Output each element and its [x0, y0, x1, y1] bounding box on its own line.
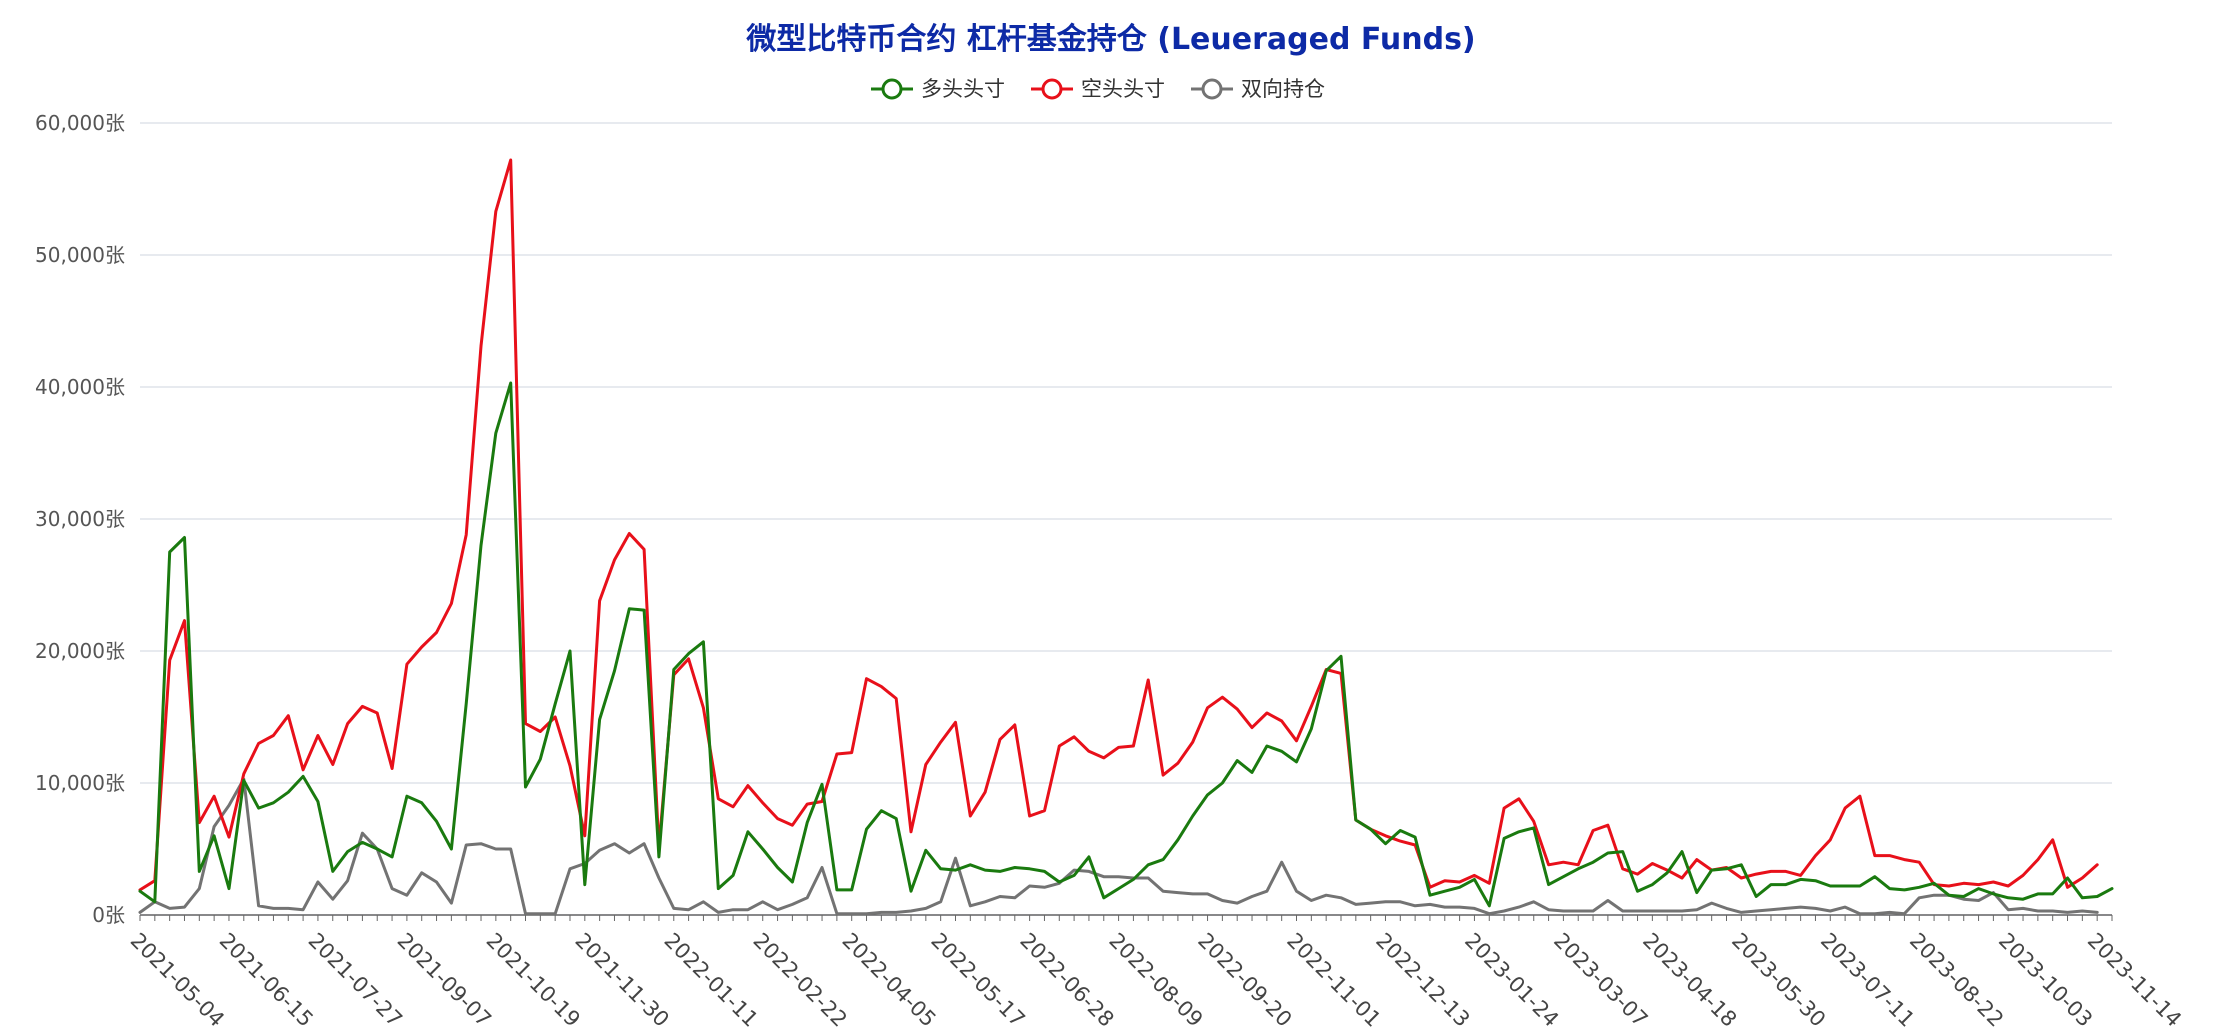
legend-item[interactable]: 多头头寸	[871, 77, 1005, 101]
x-tick-label: 2023-10-03	[1994, 928, 2097, 1031]
x-tick-label: 2022-04-05	[837, 928, 940, 1031]
legend: 多头头寸 空头头寸 双向持仓	[871, 77, 1325, 101]
y-tick-label: 0张	[92, 903, 125, 927]
y-tick-label: 40,000张	[35, 375, 125, 399]
x-tick-label: 2023-11-14	[2083, 928, 2186, 1031]
y-tick-label: 30,000张	[35, 507, 125, 531]
series-line	[138, 777, 2099, 916]
y-tick-label: 20,000张	[35, 639, 125, 663]
x-tick-label: 2022-09-20	[1193, 928, 1296, 1031]
chart-title: 微型比特币合约 杠杆基金持仓 (Leueraged Funds)	[745, 22, 1475, 57]
x-tick-label: 2022-02-22	[748, 928, 851, 1031]
legend-item[interactable]: 空头头寸	[1031, 77, 1165, 101]
x-tick-label: 2021-05-04	[126, 928, 229, 1031]
x-tick-label: 2023-07-11	[1816, 928, 1919, 1031]
x-axis: 2021-05-042021-06-152021-07-272021-09-07…	[126, 914, 2186, 1032]
x-tick-label: 2022-06-28	[1015, 928, 1118, 1031]
x-tick-label: 2022-08-09	[1104, 928, 1207, 1031]
y-tick-label: 50,000张	[35, 243, 125, 267]
gridlines	[140, 122, 2112, 916]
x-tick-label: 2021-07-27	[304, 928, 407, 1031]
x-tick-label: 2022-05-17	[926, 928, 1029, 1031]
legend-marker-icon	[1201, 78, 1223, 100]
x-tick-label: 2023-03-07	[1549, 928, 1652, 1031]
x-tick-label: 2023-05-30	[1727, 928, 1830, 1031]
x-tick-label: 2022-01-11	[659, 928, 762, 1031]
y-tick-label: 60,000张	[35, 111, 125, 135]
x-tick-label: 2023-04-18	[1638, 928, 1741, 1031]
legend-label: 多头头寸	[921, 77, 1005, 101]
series-line	[138, 381, 2114, 908]
x-tick-label: 2021-11-30	[571, 928, 674, 1031]
series-line	[138, 158, 2099, 892]
x-tick-label: 2022-11-01	[1282, 928, 1385, 1031]
legend-label: 双向持仓	[1241, 77, 1325, 101]
y-tick-label: 10,000张	[35, 771, 125, 795]
legend-marker-icon	[881, 78, 903, 100]
x-tick-label: 2021-09-07	[393, 928, 496, 1031]
x-tick-label: 2021-06-15	[215, 928, 318, 1031]
series-lines	[138, 158, 2114, 916]
y-axis: 0张 10,000张 20,000张 30,000张 40,000张 50,000张 60,…	[35, 111, 125, 927]
x-tick-label: 2023-01-24	[1460, 928, 1563, 1031]
legend-item[interactable]: 双向持仓	[1191, 77, 1325, 101]
legend-label: 空头头寸	[1081, 77, 1165, 101]
x-tick-label: 2021-10-19	[482, 928, 585, 1031]
legend-marker-icon	[1041, 78, 1063, 100]
x-tick-label: 2023-08-22	[1905, 928, 2008, 1031]
x-tick-label: 2022-12-13	[1371, 928, 1474, 1031]
